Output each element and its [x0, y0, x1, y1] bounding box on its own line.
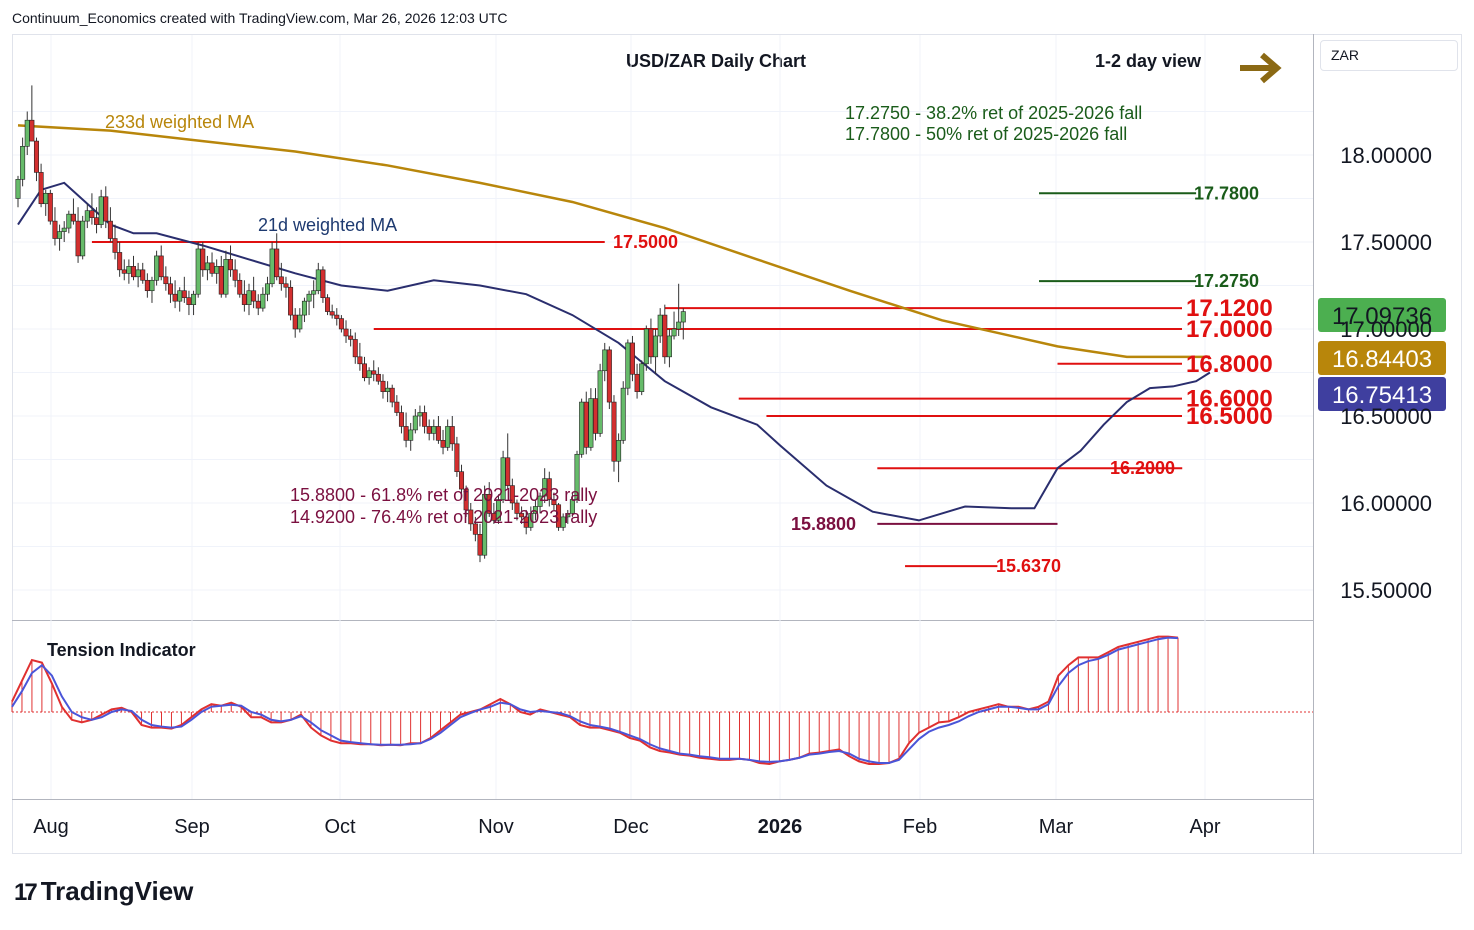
tradingview-logo[interactable]: 17 TradingView [14, 876, 193, 907]
currency-selector[interactable]: ZAR [1320, 40, 1458, 71]
price-scale-divider[interactable] [1313, 34, 1314, 854]
pane-divider[interactable] [12, 620, 1314, 621]
time-scale-divider [12, 799, 1314, 800]
tradingview-wordmark: TradingView [40, 876, 194, 906]
chart-frame [12, 34, 1462, 854]
tradingview-mark-icon: 17 [14, 879, 38, 906]
arrow-right-icon [1240, 52, 1282, 84]
chart-title: USD/ZAR Daily Chart [626, 51, 807, 71]
chart-attribution: Continuum_Economics created with Trading… [12, 10, 508, 26]
view-horizon: 1-2 day view [1095, 51, 1202, 71]
